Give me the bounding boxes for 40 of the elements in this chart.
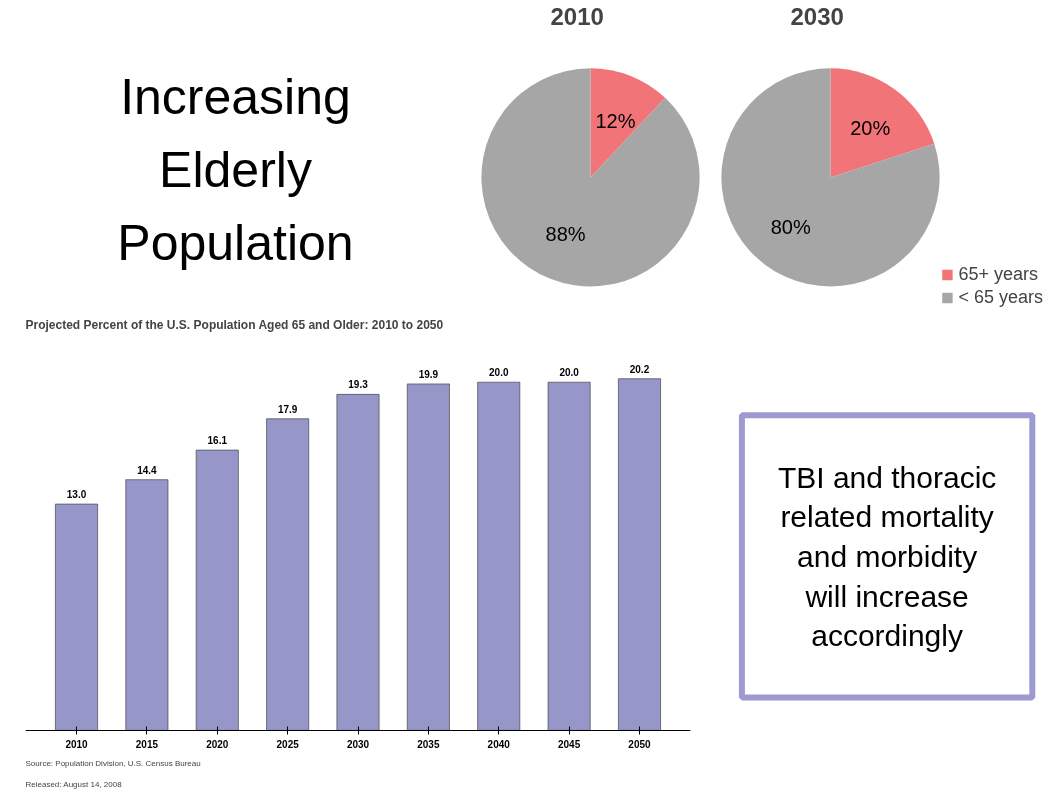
- data-label: 13.0: [66, 489, 87, 501]
- x-tick-label: 2025: [276, 739, 300, 751]
- source-note: Source: Population Division, U.S. Census Bureau: [25, 758, 201, 768]
- data-label: 20%: [850, 116, 891, 139]
- x-tick-label: 2035: [417, 739, 440, 751]
- data-label: 88%: [545, 223, 586, 246]
- bar: [547, 381, 591, 731]
- data-label: 14.4: [137, 464, 158, 476]
- data-label: 19.9: [418, 368, 439, 380]
- x-tick-label: 2010: [65, 739, 89, 751]
- data-label: 20.0: [489, 367, 509, 379]
- legend-label: 65+ years: [958, 264, 1038, 285]
- data-label: 19.3: [348, 379, 369, 391]
- chart-title: 2010: [550, 2, 604, 30]
- x-tick-label: 2045: [557, 739, 581, 751]
- data-label: 20.0: [559, 367, 580, 379]
- text: Increasing Elderly Population: [117, 69, 354, 271]
- chart-title: Projected Percent of the U.S. Population Aged 65 and Older: 2010 to 2050: [25, 317, 444, 332]
- x-tick-label: 2050: [628, 739, 652, 751]
- bar: [55, 503, 98, 731]
- bar: [477, 381, 521, 731]
- x-tick-label: 2030: [346, 739, 370, 751]
- bar: [618, 378, 661, 731]
- data-label: 20.2: [629, 363, 650, 375]
- bar: [336, 394, 380, 731]
- data-label: 16.1: [207, 435, 228, 447]
- bar: [195, 449, 239, 731]
- bar: [406, 383, 450, 731]
- data-label: 12%: [595, 109, 636, 132]
- x-tick-label: 2020: [206, 739, 229, 751]
- data-label: 80%: [770, 215, 811, 238]
- legend-label: < 65 years: [958, 287, 1043, 308]
- bar: [125, 479, 169, 731]
- x-tick-label: 2015: [135, 739, 159, 751]
- chart-title: 2030: [790, 2, 844, 30]
- bar: [266, 418, 310, 731]
- data-label: 17.9: [277, 403, 298, 415]
- x-tick-label: 2040: [487, 739, 511, 751]
- text: Released: August 14, 2008: [25, 779, 123, 789]
- text: TBI and thoracic related mortality and morbidity will increase accordingly: [777, 460, 997, 653]
